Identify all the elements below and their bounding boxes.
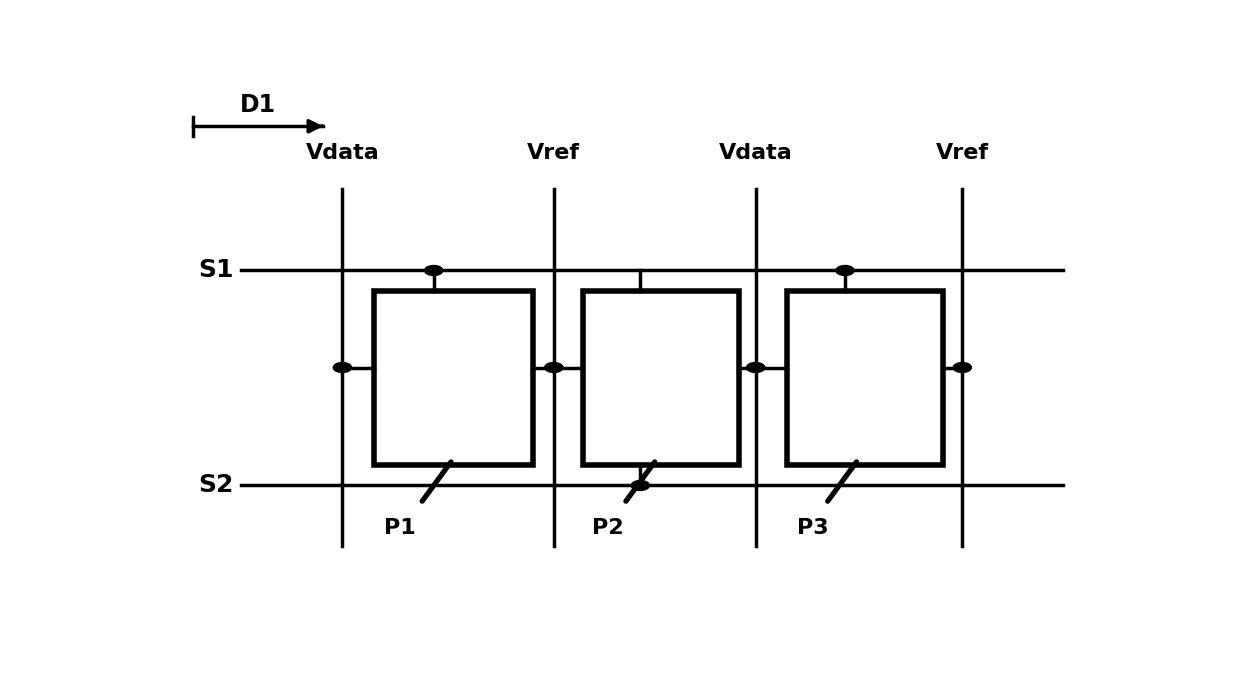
Text: Vref: Vref <box>527 143 580 163</box>
Circle shape <box>954 362 971 373</box>
Bar <box>787 291 942 464</box>
Circle shape <box>424 266 443 276</box>
Text: Vref: Vref <box>936 143 988 163</box>
Circle shape <box>836 266 854 276</box>
Text: P2: P2 <box>593 518 624 538</box>
Text: S1: S1 <box>198 259 234 283</box>
Text: Vdata: Vdata <box>305 143 379 163</box>
Text: P1: P1 <box>383 518 415 538</box>
Text: S2: S2 <box>198 473 234 498</box>
Bar <box>374 291 533 464</box>
Bar <box>583 291 739 464</box>
Circle shape <box>631 481 650 490</box>
Text: D1: D1 <box>241 93 277 117</box>
Circle shape <box>334 362 351 373</box>
Circle shape <box>544 362 563 373</box>
Text: Vdata: Vdata <box>719 143 792 163</box>
Circle shape <box>746 362 765 373</box>
Text: P3: P3 <box>797 518 828 538</box>
